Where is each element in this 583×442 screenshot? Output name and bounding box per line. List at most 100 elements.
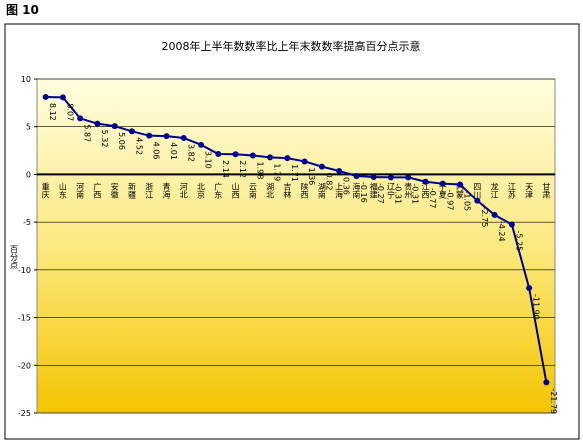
x-tick-label: 贵州 [404,181,413,198]
x-tick-label: 新疆 [127,181,136,199]
x-tick-label: 龙江 [490,181,499,199]
data-point [163,133,170,140]
y-tick-label: -20 [18,361,31,370]
x-tick-label: 安徽 [110,181,119,199]
x-tick-label: 江苏 [507,182,516,199]
x-tick-label: 江西 [421,182,430,199]
x-tick-label: 浙江 [145,181,154,199]
data-label: 1.98 [255,162,264,180]
data-label: -11.90 [532,294,541,320]
data-point [94,120,101,127]
data-label: 4.01 [169,142,178,160]
data-label: -1.05 [463,190,472,211]
data-point [111,123,118,130]
y-tick-label: 10 [21,75,31,84]
data-point [42,93,49,100]
x-tick-label: 广东 [214,181,223,198]
x-tick-label: 上海 [335,182,344,199]
x-tick-label: 山西 [231,181,240,199]
data-point [128,128,135,135]
data-label: -4.24 [497,221,506,242]
data-label: 8.07 [65,103,74,121]
data-label: 5.06 [117,132,126,150]
data-point [457,181,464,188]
data-point [422,178,429,185]
data-label: -5.25 [514,231,523,252]
data-label: -0.27 [376,183,385,204]
data-label: 3.82 [186,144,195,162]
y-axis-label: 百分点 [10,245,19,270]
data-label: -0.77 [428,188,437,209]
series-line [45,95,548,383]
data-point [474,197,481,204]
data-label: -0.16 [359,182,368,203]
y-tick-label: 0 [26,170,31,179]
data-label: 2.12 [238,160,247,178]
x-tick-label: 云南 [248,182,257,198]
data-label: 4.06 [152,142,161,160]
x-tick-label: 天津 [525,182,534,199]
data-point [370,174,377,181]
data-label: -0.31 [411,183,420,204]
data-point [215,151,222,158]
data-point [301,158,308,165]
data-point [439,180,446,187]
data-point [318,163,325,170]
data-label: -2.75 [480,207,489,228]
data-label: -0.97 [445,190,454,211]
data-point [353,172,360,179]
data-label: 1.79 [273,163,282,181]
x-tick-label: 湖北 [266,182,275,199]
data-label: 1.71 [290,164,299,182]
data-label: 0.82 [324,173,333,191]
x-tick-label: 湖南 [317,182,326,198]
data-point [284,155,291,162]
data-label: -0.31 [393,183,402,204]
data-point [180,134,187,141]
data-point [491,211,498,218]
x-tick-label: 内蒙 [456,181,465,198]
data-point [232,151,239,158]
x-tick-label: 重庆 [41,181,50,199]
data-label: 4.52 [134,137,143,155]
x-tick-label: 陕西 [300,181,309,199]
data-label: -21.79 [549,388,558,414]
data-label: 3.10 [204,151,213,169]
x-tick-label: 青海 [162,181,171,199]
figure-label: 图 10 [6,3,39,17]
data-label: 8.12 [48,103,57,121]
data-point [59,94,66,101]
data-point [146,132,153,139]
x-tick-label: 甘肃 [542,181,551,199]
y-tick-label: 5 [26,123,31,132]
x-tick-label: 河北 [179,181,188,199]
data-label: 1.36 [307,167,316,185]
y-tick-label: -25 [18,409,31,418]
x-tick-label: 吉林 [283,182,292,199]
y-tick-label: -15 [18,314,31,323]
data-point [267,154,274,161]
data-label: 5.32 [100,130,109,148]
data-point [508,221,515,228]
y-tick-label: -10 [18,266,31,275]
data-point [543,379,550,386]
data-label: 0.36 [342,177,351,195]
data-point [249,152,256,159]
x-tick-label: 海南 [352,181,361,198]
chart-title: 2008年上半年数数率比上年末数数率提高百分点示意 [162,39,421,53]
data-point [336,167,343,174]
data-point [405,174,412,181]
plot-area [36,78,556,414]
data-point [387,174,394,181]
x-tick-label: 四川 [473,182,482,198]
data-label: 2.14 [221,160,230,178]
y-tick-label: -5 [23,218,31,227]
data-point [526,284,533,291]
x-tick-label: 福建 [369,182,378,199]
x-tick-label: 山东 [58,181,67,198]
data-point [198,141,205,148]
x-tick-label: 辽宁 [386,182,395,198]
x-tick-label: 河南 [76,181,85,198]
data-point [77,115,84,122]
